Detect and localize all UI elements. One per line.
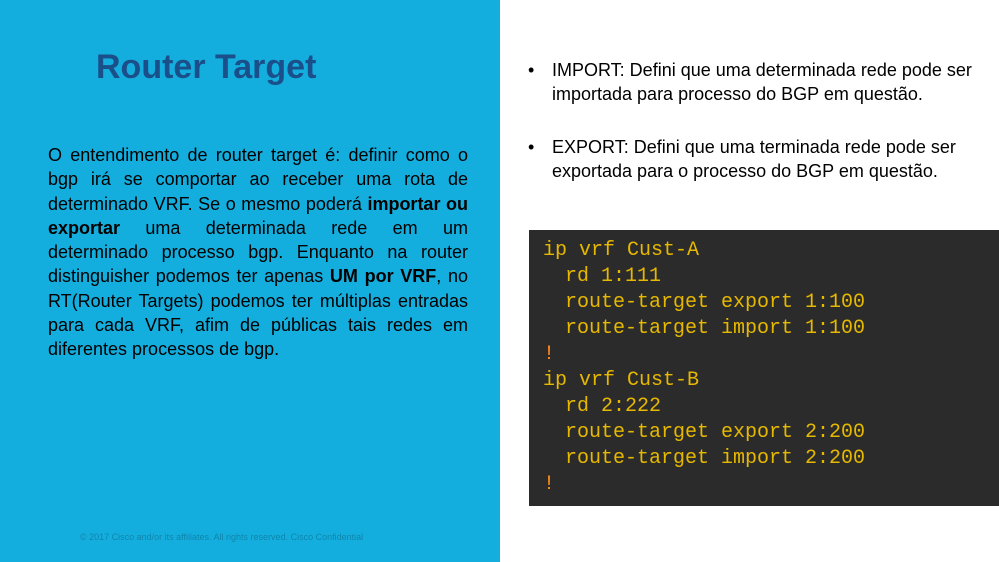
terminal-line: route-target export 1:100 <box>543 290 985 316</box>
terminal-line: rd 1:111 <box>543 264 985 290</box>
slide-title: Router Target <box>96 48 468 87</box>
left-panel: Router Target O entendimento de router t… <box>0 0 500 562</box>
terminal-line: ip vrf Cust-A <box>543 238 985 264</box>
terminal-line: ip vrf Cust-B <box>543 368 985 394</box>
footer-copyright: © 2017 Cisco and/or its affiliates. All … <box>80 532 363 542</box>
terminal-line: rd 2:222 <box>543 394 985 420</box>
body-paragraph: O entendimento de router target é: defin… <box>48 143 468 362</box>
terminal-line: route-target export 2:200 <box>543 420 985 446</box>
bullet-import: IMPORT: Defini que uma determinada rede … <box>524 58 975 107</box>
terminal-line: ! <box>543 472 985 498</box>
bullet-export: EXPORT: Defini que uma terminada rede po… <box>524 135 975 184</box>
right-panel: IMPORT: Defini que uma determinada rede … <box>500 0 999 562</box>
bullet-list: IMPORT: Defini que uma determinada rede … <box>524 58 975 183</box>
terminal-line: route-target import 2:200 <box>543 446 985 472</box>
slide: Router Target O entendimento de router t… <box>0 0 999 562</box>
terminal-block: ip vrf Cust-Ard 1:111route-target export… <box>529 230 999 506</box>
terminal-line: route-target import 1:100 <box>543 316 985 342</box>
terminal-line: ! <box>543 342 985 368</box>
